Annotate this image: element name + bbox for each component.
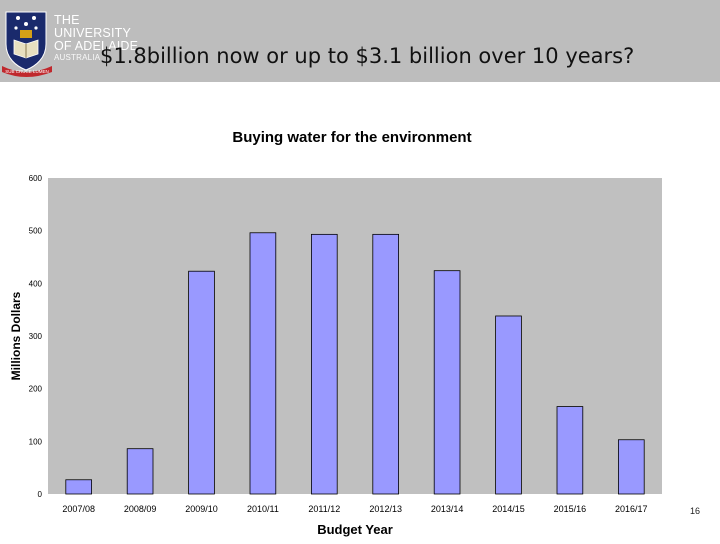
x-tick-label: 2010/11 — [247, 504, 279, 514]
page-number: 16 — [690, 506, 701, 516]
bar-2009-10 — [188, 270, 215, 495]
y-tick-label: 500 — [29, 227, 43, 236]
x-tick-label: 2014/15 — [492, 504, 525, 514]
bar-2010-11 — [249, 232, 277, 495]
bar-2007-08 — [65, 479, 92, 495]
x-tick-label: 2008/09 — [124, 504, 157, 514]
x-tick-label: 2012/13 — [369, 504, 402, 514]
x-tick-label: 2013/14 — [431, 504, 464, 514]
bar-2014-15 — [495, 315, 522, 495]
x-tick-label: 2015/16 — [554, 504, 587, 514]
y-tick-label: 600 — [29, 174, 43, 183]
slide-title: $1.8billion now or up to $3.1 billion ov… — [100, 44, 635, 68]
bar-2013-14 — [433, 270, 461, 495]
y-tick-label: 300 — [29, 332, 43, 341]
x-tick-label: 2016/17 — [615, 504, 648, 514]
bar-chart: Buying water for the environment 0 100 200… — [9, 129, 662, 537]
crest-ribbon-text: SUB CRUCE LUMEN — [5, 69, 49, 74]
y-axis-label: Millions Dollars — [9, 291, 23, 380]
bar-2011-12 — [311, 233, 338, 495]
y-tick-label: 100 — [29, 437, 43, 446]
header-band — [0, 0, 720, 82]
university-name-line1: THE UNIVERSITY — [54, 13, 132, 40]
x-tick-label: 2011/12 — [308, 504, 340, 514]
university-name-line2: OF ADELAIDE — [54, 39, 139, 53]
university-country: AUSTRALIA — [54, 53, 101, 62]
y-tick-label: 400 — [29, 279, 43, 288]
bar-2008-09 — [126, 448, 154, 495]
university-crest-icon: SUB CRUCE LUMEN — [2, 11, 52, 77]
x-tick-label: 2009/10 — [185, 504, 218, 514]
bar-2015-16 — [556, 406, 584, 495]
x-axis: 2007/08 2008/09 2009/10 2010/11 2011/12 2012/… — [62, 504, 647, 514]
university-wordmark: THE UNIVERSITY OF ADELAIDE AUSTRALIA — [54, 14, 152, 63]
bar-series — [65, 232, 645, 495]
y-axis: 0 100 200 300 400 500 600 — [29, 174, 43, 499]
y-tick-label: 0 — [38, 490, 43, 499]
university-logo: SUB CRUCE LUMEN THE UNIVERSITY OF ADELAI… — [2, 4, 152, 78]
y-tick-label: 200 — [29, 385, 43, 394]
chart-container: Buying water for the environment 0 100 200… — [0, 110, 720, 540]
bar-2016-17 — [618, 439, 645, 495]
bar-2012-13 — [372, 233, 399, 495]
x-axis-label: Budget Year — [317, 522, 393, 537]
chart-title: Buying water for the environment — [232, 129, 471, 146]
x-tick-label: 2007/08 — [62, 504, 95, 514]
